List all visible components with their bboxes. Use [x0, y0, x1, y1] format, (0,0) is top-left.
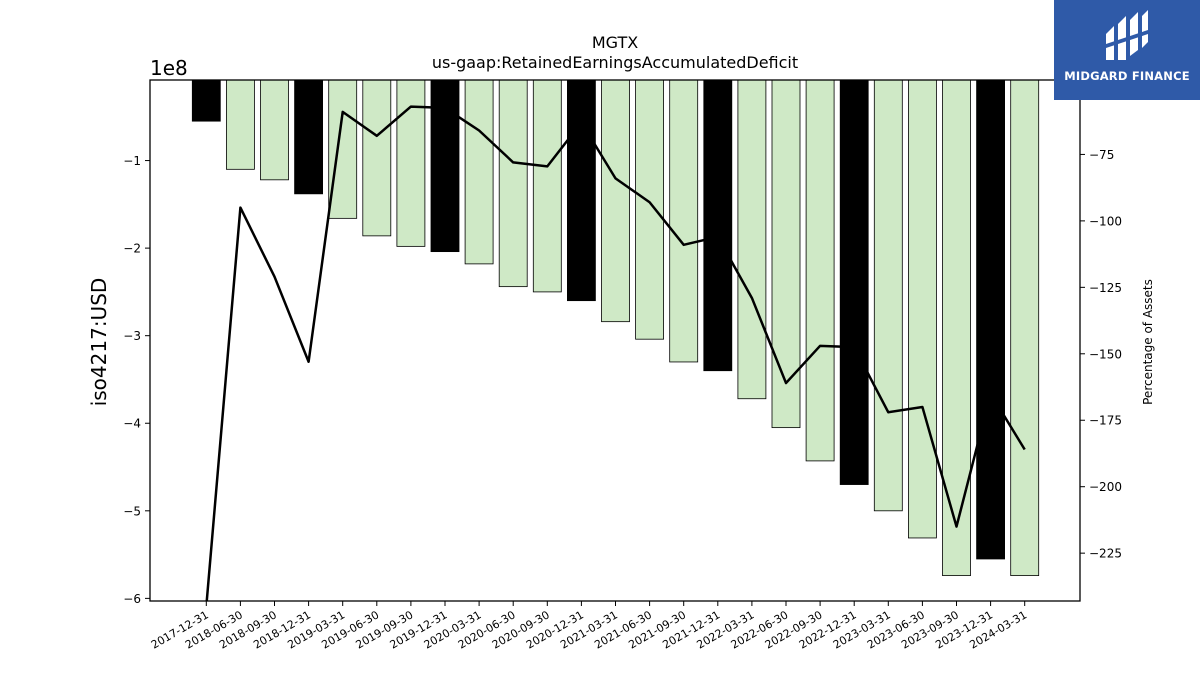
bar — [703, 79, 733, 372]
bar — [1010, 79, 1040, 577]
logo-text: MIDGARD FINANCE — [1064, 69, 1190, 83]
y-tick-label: −5 — [123, 504, 141, 518]
bar — [771, 79, 801, 429]
brand-logo: MIDGARD FINANCE — [1054, 0, 1200, 100]
y2-tick-label: −125 — [1089, 281, 1122, 295]
y2-tick-label: −200 — [1089, 480, 1122, 494]
bars-group — [191, 79, 1040, 577]
bar — [873, 79, 903, 512]
bar — [532, 79, 562, 293]
bar — [294, 79, 324, 195]
bar — [942, 79, 971, 577]
y2-tick-label: −175 — [1089, 414, 1122, 428]
bar — [976, 79, 1005, 560]
bar — [396, 79, 426, 247]
logo-mark-icon — [1106, 10, 1148, 60]
y-tick-label: −6 — [123, 592, 141, 606]
bar — [191, 79, 221, 122]
y2-axis-label: Percentage of Assets — [1141, 279, 1155, 405]
y-offset-text: 1e8 — [150, 56, 188, 80]
y-tick-label: −4 — [123, 417, 141, 431]
bar — [225, 79, 255, 170]
line-series — [205, 105, 1026, 601]
y-tick-label: −1 — [123, 154, 141, 168]
bar — [839, 79, 869, 485]
bar — [635, 79, 664, 340]
y-axis-label: iso4217:USD — [87, 278, 111, 407]
bar — [260, 79, 289, 181]
bar — [805, 79, 835, 462]
bar — [908, 79, 937, 539]
bar — [669, 79, 699, 363]
bar — [328, 79, 358, 219]
bar — [362, 79, 392, 237]
chart-title: MGTX — [592, 33, 638, 52]
bar — [430, 79, 460, 253]
bar — [498, 79, 528, 288]
y2-tick-label: −100 — [1089, 214, 1122, 228]
bar — [567, 79, 596, 302]
bar — [464, 79, 494, 265]
y2-tick-label: −225 — [1089, 547, 1122, 561]
y2-tick-label: −150 — [1089, 347, 1122, 361]
y-tick-label: −3 — [123, 329, 141, 343]
y2-tick-label: −75 — [1089, 148, 1114, 162]
y-tick-label: −2 — [123, 242, 141, 256]
bar — [601, 79, 630, 323]
bar — [737, 79, 767, 400]
line-group — [205, 105, 1026, 601]
chart-subtitle: us-gaap:RetainedEarningsAccumulatedDefic… — [432, 53, 798, 72]
